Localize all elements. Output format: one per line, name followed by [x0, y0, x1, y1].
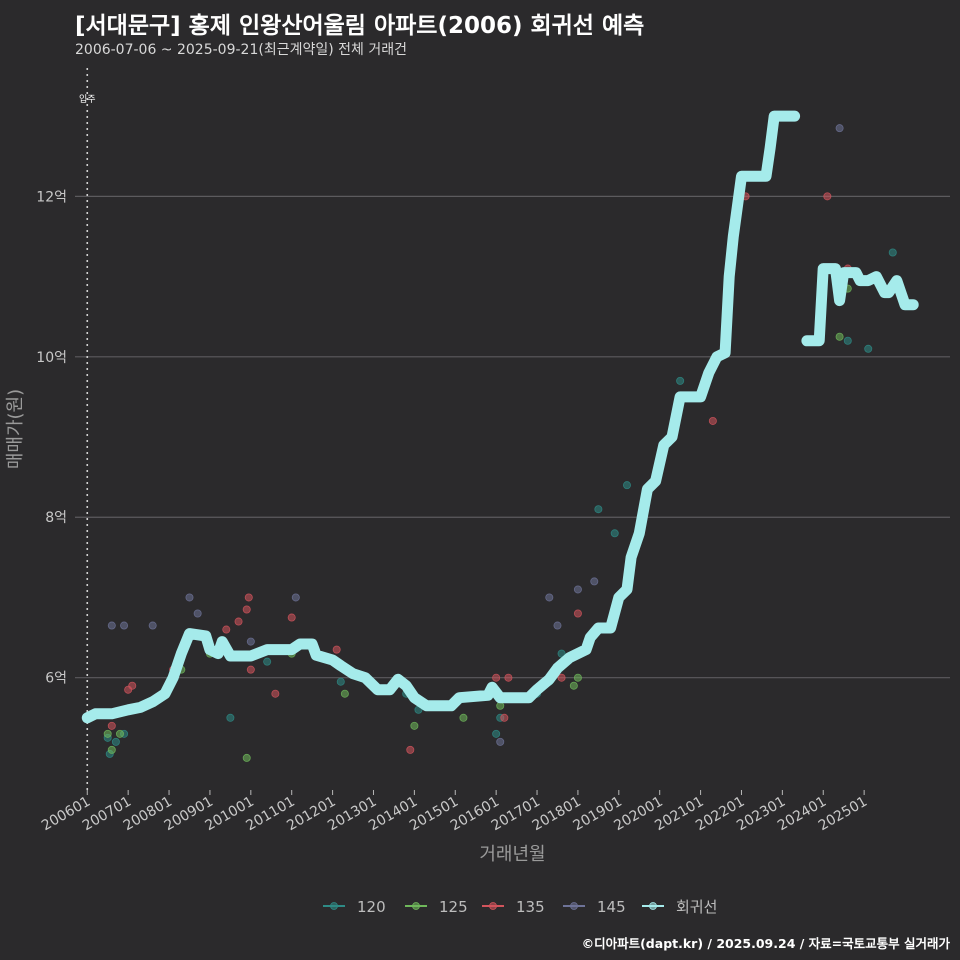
point-145-2 [148, 621, 157, 630]
point-125-7 [340, 689, 349, 698]
point-135-0 [107, 721, 116, 730]
point-120-9 [492, 729, 501, 738]
point-145-1 [120, 621, 129, 630]
point-145-0 [107, 621, 116, 630]
point-125-8 [410, 721, 419, 730]
chart-subtitle: 2006-07-06 ~ 2025-09-21(최근계약일) 전체 거래건 [75, 42, 407, 58]
point-125-1 [107, 745, 116, 754]
move-in-label: 입주 [79, 93, 96, 105]
point-135-5 [234, 617, 243, 626]
point-145-11 [545, 593, 554, 602]
y-tick-label-1: 8억 [45, 510, 67, 526]
x-axis-ticks: 2006012007012008012009012010012011012012… [39, 790, 870, 834]
legend-marker-2 [489, 902, 497, 910]
point-135-13 [492, 673, 501, 682]
point-125-16 [835, 332, 844, 341]
legend-label-1: 125 [439, 898, 468, 916]
legend-marker-0 [330, 902, 338, 910]
point-145-4 [193, 609, 202, 618]
point-135-12 [406, 745, 415, 754]
point-120-16 [622, 481, 631, 490]
point-135-9 [271, 689, 280, 698]
point-135-4 [222, 625, 231, 634]
point-135-16 [557, 673, 566, 682]
source-caption: ©디아파트(dapt.kr) / 2025.09.24 / 자료=국토교통부 실… [581, 936, 950, 951]
point-135-7 [244, 593, 253, 602]
y-tick-label-3: 12억 [36, 189, 67, 205]
legend-label-4: 회귀선 [676, 898, 717, 916]
point-145-6 [291, 593, 300, 602]
point-145-14 [590, 577, 599, 586]
point-125-13 [573, 673, 582, 682]
point-145-12 [553, 621, 562, 630]
point-135-18 [708, 416, 717, 425]
point-135-10 [287, 613, 296, 622]
point-125-9 [459, 713, 468, 722]
chart-title: [서대문구] 홍제 인왕산어울림 아파트(2006) 회귀선 예측 [75, 13, 645, 39]
point-120-4 [226, 713, 235, 722]
point-125-0 [103, 729, 112, 738]
annotation-layer: 입주 [79, 68, 96, 790]
x-axis-label: 거래년월 [479, 844, 545, 865]
point-120-18 [843, 336, 852, 345]
point-125-5 [242, 753, 251, 762]
legend-marker-4 [649, 902, 657, 910]
point-120-20 [888, 248, 897, 257]
point-135-20 [823, 192, 832, 201]
point-125-10 [496, 701, 505, 710]
point-120-2 [111, 737, 120, 746]
regression-segment-0 [81, 110, 801, 724]
point-145-9 [496, 737, 505, 746]
point-120-19 [864, 344, 873, 353]
point-135-15 [504, 673, 513, 682]
legend-marker-1 [412, 902, 420, 910]
y-axis-ticks: 6억 8억 10억 12억 [36, 189, 67, 686]
point-145-5 [246, 637, 255, 646]
legend-label-3: 145 [597, 898, 626, 916]
legend-marker-3 [570, 902, 578, 910]
regression-line [81, 110, 919, 724]
legend-label-0: 120 [357, 898, 386, 916]
point-120-15 [610, 529, 619, 538]
point-135-14 [500, 713, 509, 722]
point-135-8 [246, 665, 255, 674]
point-120-14 [594, 505, 603, 514]
point-120-13 [557, 649, 566, 658]
point-125-2 [115, 729, 124, 738]
point-135-17 [573, 609, 582, 618]
point-120-6 [336, 677, 345, 686]
grid-lines [75, 195, 950, 679]
point-135-11 [332, 645, 341, 654]
regression-segment-1 [801, 263, 919, 347]
point-135-2 [128, 681, 137, 690]
scatter-points [103, 124, 897, 762]
y-tick-label-0: 6억 [45, 671, 67, 687]
point-145-15 [835, 124, 844, 133]
point-145-3 [185, 593, 194, 602]
point-145-13 [573, 585, 582, 594]
point-120-5 [263, 657, 272, 666]
point-125-12 [569, 681, 578, 690]
point-120-17 [676, 376, 685, 385]
y-tick-label-2: 10억 [36, 350, 67, 366]
point-135-6 [242, 605, 251, 614]
y-axis-label: 매매가(원) [5, 389, 26, 469]
legend: 120 125 135 145 회귀선 [323, 898, 717, 916]
legend-label-2: 135 [516, 898, 545, 916]
